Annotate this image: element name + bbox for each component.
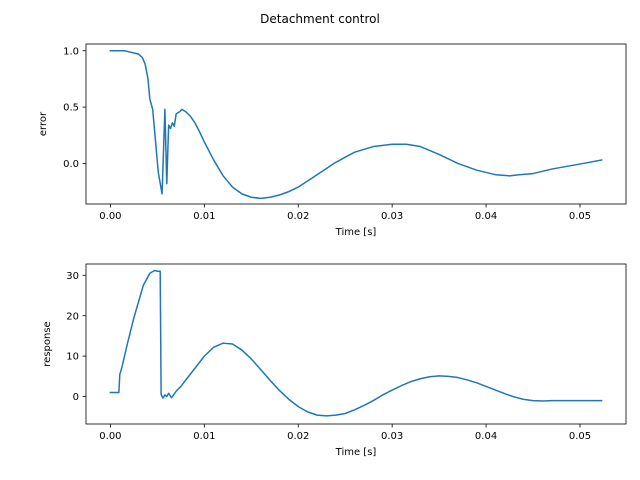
response-x-tick-label: 0.04 <box>475 431 497 442</box>
error-x-tick-label: 0.05 <box>569 211 591 222</box>
error-x-tick-label: 0.02 <box>287 211 309 222</box>
response-y-tick-label: 20 <box>66 311 79 322</box>
error-axes-frame <box>85 43 627 205</box>
response-y-axis-label: response <box>42 321 53 366</box>
response-axes: 0.00 0.01 0.02 0.03 0.04 0.05 0 10 20 30 Time [s] r… <box>42 263 627 458</box>
figure-title: Detachment control <box>260 12 380 26</box>
error-series-line <box>109 50 603 200</box>
error-y-tick-label: 1.0 <box>63 46 79 57</box>
error-x-tick-label: 0.00 <box>99 211 121 222</box>
error-x-tick-label: 0.01 <box>193 211 215 222</box>
response-x-axis-label: Time [s] <box>335 447 377 458</box>
error-x-tick-label: 0.04 <box>475 211 497 222</box>
response-series-line <box>109 269 603 417</box>
response-y-tick-label: 0 <box>73 392 79 403</box>
error-x-axis-label: Time [s] <box>335 227 377 238</box>
response-x-tick-label: 0.01 <box>193 431 215 442</box>
error-x-tick-label: 0.03 <box>381 211 403 222</box>
response-axes-frame <box>85 263 627 425</box>
response-y-tick-label: 10 <box>66 352 79 363</box>
response-y-tick-label: 30 <box>66 271 79 282</box>
response-x-tick-label: 0.00 <box>99 431 121 442</box>
error-y-tick-label: 0.0 <box>63 159 79 170</box>
response-x-tick-label: 0.05 <box>569 431 591 442</box>
error-axes: 0.00 0.01 0.02 0.03 0.04 0.05 0.0 0.5 1.0 Time [s… <box>38 43 627 238</box>
error-y-tick-label: 0.5 <box>63 103 79 114</box>
response-x-tick-label: 0.02 <box>287 431 309 442</box>
response-x-tick-label: 0.03 <box>381 431 403 442</box>
error-y-axis-label: error <box>38 111 49 136</box>
